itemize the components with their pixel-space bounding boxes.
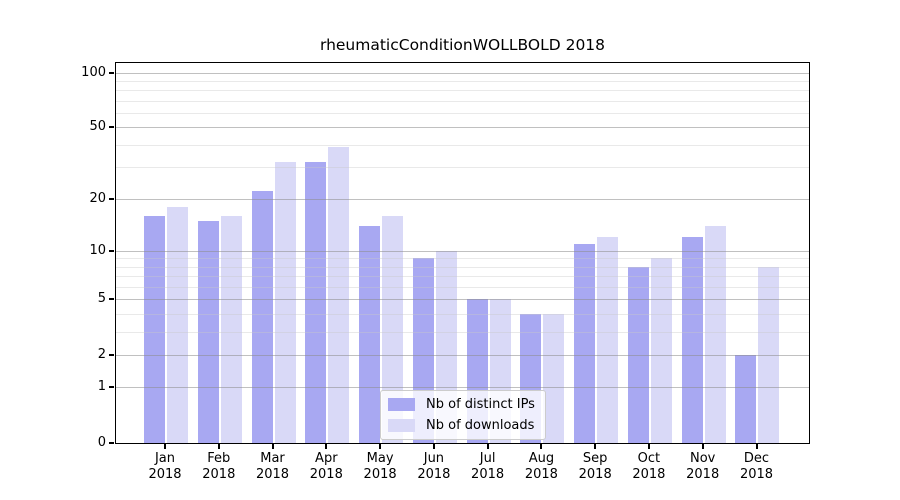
x-tick-mark-sep [594,444,597,449]
bar-downloads-oct [650,258,672,443]
chart-title: rheumaticConditionWOLLBOLD 2018 [319,36,606,54]
bar-distinct-ips-mar [251,191,273,443]
x-tick-label-feb: Feb 2018 [202,451,236,482]
x-tick-label-may: May 2018 [363,451,397,482]
y-tick-mark-10 [109,249,114,252]
legend-item-downloads: Nb of downloads [388,418,535,433]
x-tick-mark-feb [217,444,220,449]
minor-gridline-80 [116,90,809,92]
bar-downloads-sep [597,237,619,443]
minor-gridline-40 [116,145,809,146]
bar-distinct-ips-nov [681,237,703,443]
x-tick-mark-jan [164,444,166,449]
minor-gridline-3 [116,331,809,333]
y-tick-mark-50 [109,126,114,129]
minor-gridline-70 [116,100,809,102]
bar-downloads-apr [328,146,350,443]
legend-swatch-distinct-ips [388,398,415,411]
major-gridline-1 [116,387,809,389]
x-tick-label-oct: Oct 2018 [632,451,666,482]
y-tick-label-100: 100 [81,64,106,80]
legend: Nb of distinct IPs Nb of downloads [380,390,546,440]
major-gridline-2 [116,354,809,356]
bar-downloads-aug [543,313,565,443]
legend-item-distinct-ips: Nb of distinct IPs [388,397,535,412]
x-tick-mark-oct [647,444,650,449]
minor-gridline-30 [116,167,809,169]
x-tick-mark-may [379,444,382,449]
x-tick-label-aug: Aug 2018 [524,451,558,482]
y-tick-label-2: 2 [97,346,106,362]
y-tick-label-20: 20 [89,190,106,206]
bar-downloads-mar [274,162,296,443]
bar-distinct-ips-may [359,225,381,443]
minor-gridline-4 [116,313,809,315]
y-tick-label-10: 10 [89,242,106,258]
bar-downloads-nov [704,225,726,443]
x-tick-label-mar: Mar 2018 [255,451,290,482]
x-tick-label-jan: Jan 2018 [148,451,182,482]
x-tick-label-apr: Apr 2018 [309,451,343,482]
y-tick-label-50: 50 [89,119,106,135]
minor-gridline-7 [116,276,809,278]
bar-downloads-jan [167,206,188,443]
x-tick-mark-nov [701,444,704,449]
major-gridline-50 [116,127,809,129]
minor-gridline-9 [116,258,809,260]
bar-distinct-ips-jan [144,215,165,443]
minor-gridline-6 [116,286,809,288]
y-tick-mark-100 [109,71,114,74]
bar-downloads-may [382,215,404,443]
x-tick-label-dec: Dec 2018 [739,451,774,482]
y-tick-mark-20 [109,197,114,200]
minor-gridline-90 [116,81,809,82]
y-tick-label-5: 5 [97,291,106,307]
y-tick-mark-5 [109,298,114,301]
major-gridline-5 [116,299,809,301]
x-tick-label-jul: Jul 2018 [471,451,505,482]
bar-distinct-ips-sep [574,243,596,443]
major-gridline-20 [116,198,809,200]
x-tick-label-nov: Nov 2018 [686,451,720,482]
major-gridline-10 [116,250,809,252]
x-tick-mark-dec [755,444,758,449]
bar-distinct-ips-feb [197,220,219,443]
legend-label-downloads: Nb of downloads [426,418,535,433]
plot-area [115,62,810,444]
bar-distinct-ips-dec [735,354,757,443]
minor-gridline-8 [116,266,809,268]
y-tick-mark-0 [109,442,114,444]
major-gridline-100 [116,72,809,74]
legend-swatch-downloads [388,419,415,432]
x-tick-label-jun: Jun 2018 [417,451,451,482]
x-tick-mark-apr [325,444,328,449]
x-tick-label-sep: Sep 2018 [578,451,612,482]
y-tick-mark-2 [109,353,114,356]
minor-gridline-60 [116,113,809,115]
y-tick-label-1: 1 [97,379,106,395]
x-tick-mark-aug [540,444,543,449]
y-tick-mark-1 [109,386,114,389]
x-tick-mark-jun [432,444,435,449]
legend-label-distinct-ips: Nb of distinct IPs [426,397,535,412]
bar-distinct-ips-apr [305,162,327,443]
x-tick-mark-jul [486,444,489,449]
x-tick-mark-mar [271,444,274,449]
y-tick-label-0: 0 [97,435,106,450]
bar-downloads-feb [220,215,242,443]
